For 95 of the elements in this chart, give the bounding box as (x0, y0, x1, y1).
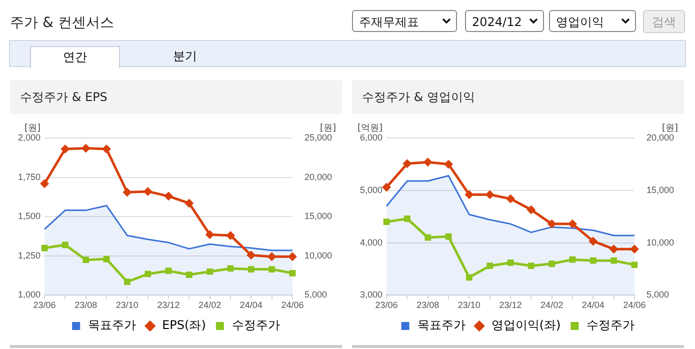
y2-tick-label: 15,000 (646, 184, 674, 195)
point (444, 160, 454, 169)
point (62, 242, 68, 248)
x-tick-label: 24/04 (582, 300, 604, 310)
x-tick-label: 24/02 (540, 300, 564, 310)
legend-label: 목표주가 (417, 318, 466, 332)
point (289, 270, 296, 276)
point (124, 278, 130, 286)
point (506, 194, 515, 204)
x-tick-label: 23/08 (416, 300, 440, 310)
point (248, 266, 254, 272)
point (588, 236, 598, 246)
point (268, 266, 275, 272)
y2-tick-label: 20,000 (304, 172, 332, 182)
x-tick-label: 24/06 (623, 300, 646, 310)
y-tick-label: 2,000 (18, 132, 41, 142)
y-tick-label: 1,500 (18, 211, 41, 222)
text: 주가 & 컨센서스 (10, 14, 114, 32)
point (165, 268, 172, 274)
x-tick-label: 23/10 (458, 300, 480, 310)
point (402, 159, 412, 168)
y-tick-label: 5,000 (360, 184, 383, 195)
x-tick-label: 23/06 (33, 300, 56, 310)
point (267, 252, 276, 262)
y-tick-label: 1,750 (18, 172, 41, 182)
y-tick-label: 1,000 (18, 290, 41, 300)
chart-title: 수정주가 & EPS (10, 80, 342, 114)
point (548, 260, 556, 267)
text: 연간 (30, 46, 120, 68)
point (631, 262, 638, 268)
y2-tick-label: 15,000 (304, 211, 332, 222)
point (205, 230, 214, 240)
point (144, 270, 152, 278)
point (590, 257, 596, 264)
y2-tick-label: 5,000 (304, 290, 328, 300)
point (507, 260, 514, 266)
point (102, 144, 112, 154)
point (423, 158, 432, 167)
point (424, 234, 432, 241)
y-axis-title: [원] (24, 123, 41, 134)
chart-title: 수정주가 & 영업이익 (352, 80, 684, 114)
point (40, 179, 50, 188)
legend-label: EPS(좌) (162, 318, 206, 332)
point (60, 144, 70, 154)
y-tick-label: 3,000 (360, 290, 383, 300)
point (143, 186, 152, 196)
x-tick-label: 23/06 (375, 300, 398, 310)
point (81, 144, 90, 153)
point (246, 250, 256, 260)
x-tick-label: 23/10 (116, 300, 138, 310)
y-tick-label: 4,000 (360, 237, 383, 248)
point (82, 256, 90, 264)
y2-tick-label: 25,000 (304, 132, 332, 142)
x-tick-label: 23/08 (74, 300, 98, 310)
y2-axis-title: [원] (320, 123, 336, 134)
point (569, 256, 576, 263)
text: 영업이익 (556, 15, 604, 29)
y2-axis-title: [원] (662, 123, 678, 134)
point (528, 262, 534, 270)
point (164, 192, 173, 201)
text: 2024/12 (472, 15, 522, 29)
point (466, 274, 472, 281)
x-tick-label: 23/12 (499, 300, 522, 310)
point (547, 219, 556, 228)
y2-tick-label: 10,000 (304, 250, 332, 260)
point (486, 262, 494, 270)
point (186, 272, 192, 278)
legend-label: 수정주가 (232, 318, 280, 332)
x-tick-label: 24/04 (240, 300, 262, 310)
point (184, 198, 194, 208)
y-axis-title: [억원] (357, 123, 383, 134)
y-tick-label: 6,000 (360, 132, 383, 142)
y-tick-label: 1,250 (18, 250, 41, 260)
point (464, 190, 474, 200)
point (526, 205, 536, 214)
y2-tick-label: 20,000 (646, 132, 674, 142)
text: 분기 (172, 48, 198, 65)
x-tick-label: 24/06 (281, 300, 304, 310)
x-tick-label: 24/02 (198, 300, 222, 310)
point (383, 218, 390, 226)
point (610, 257, 617, 264)
point (122, 188, 132, 197)
legend-label: 수정주가 (586, 318, 635, 332)
point (404, 216, 410, 222)
point (609, 244, 618, 254)
legend-label: 영업이익(좌) (491, 318, 561, 332)
point (382, 182, 392, 192)
legend-label: 목표주가 (88, 318, 136, 332)
point (485, 190, 494, 200)
text: 주재무제표 (359, 15, 419, 29)
text: 검색 (643, 10, 685, 33)
point (206, 268, 214, 275)
y2-tick-label: 10,000 (646, 237, 674, 248)
x-tick-label: 23/12 (157, 300, 180, 310)
y2-tick-label: 5,000 (646, 290, 670, 300)
